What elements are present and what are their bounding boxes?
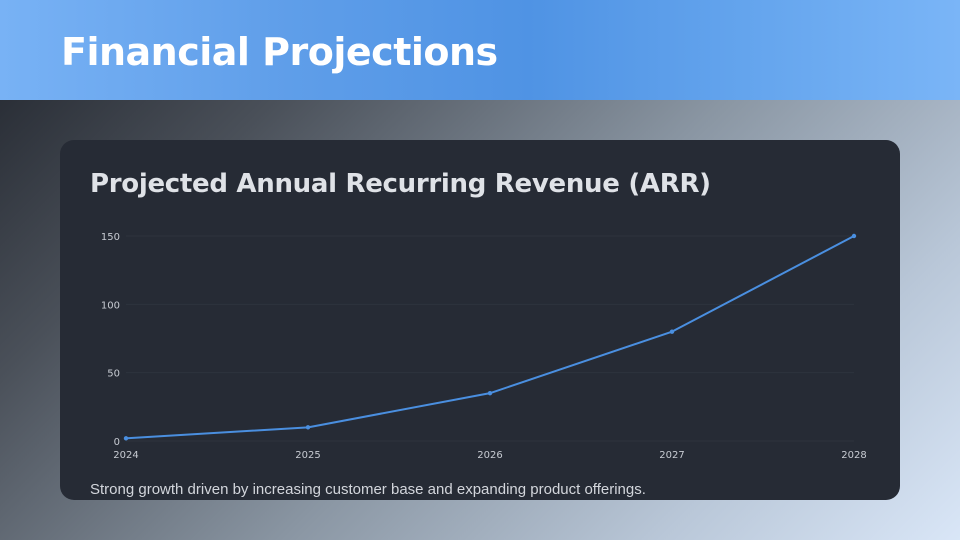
y-tick-label: 100 <box>101 300 120 311</box>
x-tick-label: 2024 <box>113 450 138 461</box>
data-point[interactable] <box>487 390 493 396</box>
data-point[interactable] <box>669 329 675 334</box>
page-title: Financial Projections <box>61 30 498 74</box>
y-tick-label: 150 <box>101 232 120 243</box>
arr-series-line <box>125 235 855 440</box>
x-tick-label: 2026 <box>477 450 502 461</box>
y-tick-label: 0 <box>114 437 120 448</box>
data-point[interactable] <box>851 233 857 239</box>
y-tick-label: 50 <box>107 369 120 380</box>
x-tick-label: 2025 <box>295 450 320 461</box>
chart-caption: Strong growth driven by increasing custo… <box>90 481 646 498</box>
data-point[interactable] <box>305 425 311 430</box>
arr-line-chart: 0 50 100 150 2024 2025 2026 2027 2028 <box>101 232 867 461</box>
header-banner: Financial Projections <box>0 0 960 100</box>
x-tick-label: 2027 <box>659 450 684 461</box>
data-point[interactable] <box>123 436 129 441</box>
chart-title: Projected Annual Recurring Revenue (ARR) <box>90 169 711 199</box>
x-tick-label: 2028 <box>841 450 866 461</box>
chart-card: Projected Annual Recurring Revenue (ARR)… <box>60 140 900 500</box>
